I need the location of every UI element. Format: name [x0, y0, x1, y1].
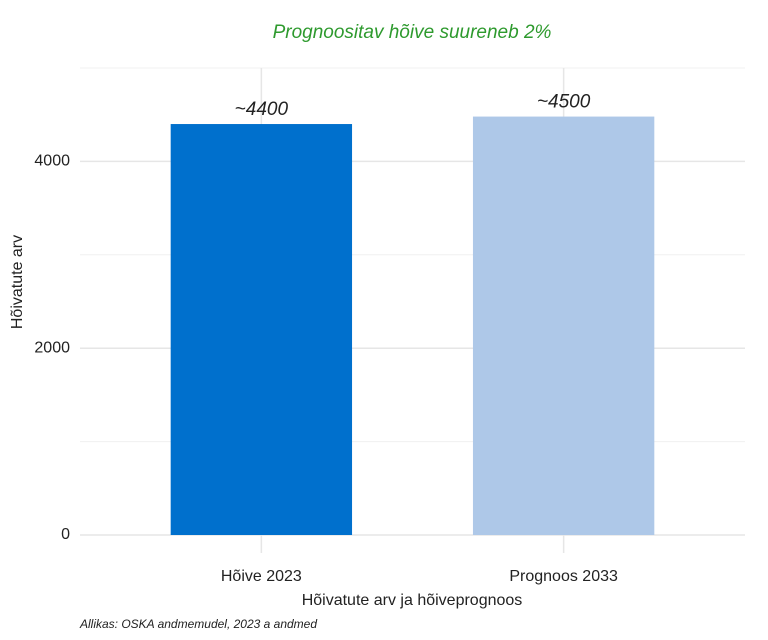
bar — [170, 124, 353, 535]
x-tick-label: Hõive 2023 — [221, 568, 302, 585]
y-tick-label: 2000 — [34, 339, 70, 356]
value-label: ~4400 — [235, 99, 289, 120]
y-tick-label: 0 — [61, 526, 70, 543]
chart-title: Prognoositav hõive suureneb 2% — [273, 22, 552, 43]
y-axis-label: Hõivatute arv — [9, 235, 26, 329]
x-tick-label: Prognoos 2033 — [509, 568, 618, 585]
y-tick-label: 4000 — [34, 153, 70, 170]
bar — [472, 116, 655, 536]
value-label: ~4500 — [537, 92, 591, 113]
x-axis-label: Hõivatute arv ja hõiveprognoos — [302, 592, 523, 609]
caption: Allikas: OSKA andmemudel, 2023 a andmed — [79, 617, 317, 631]
